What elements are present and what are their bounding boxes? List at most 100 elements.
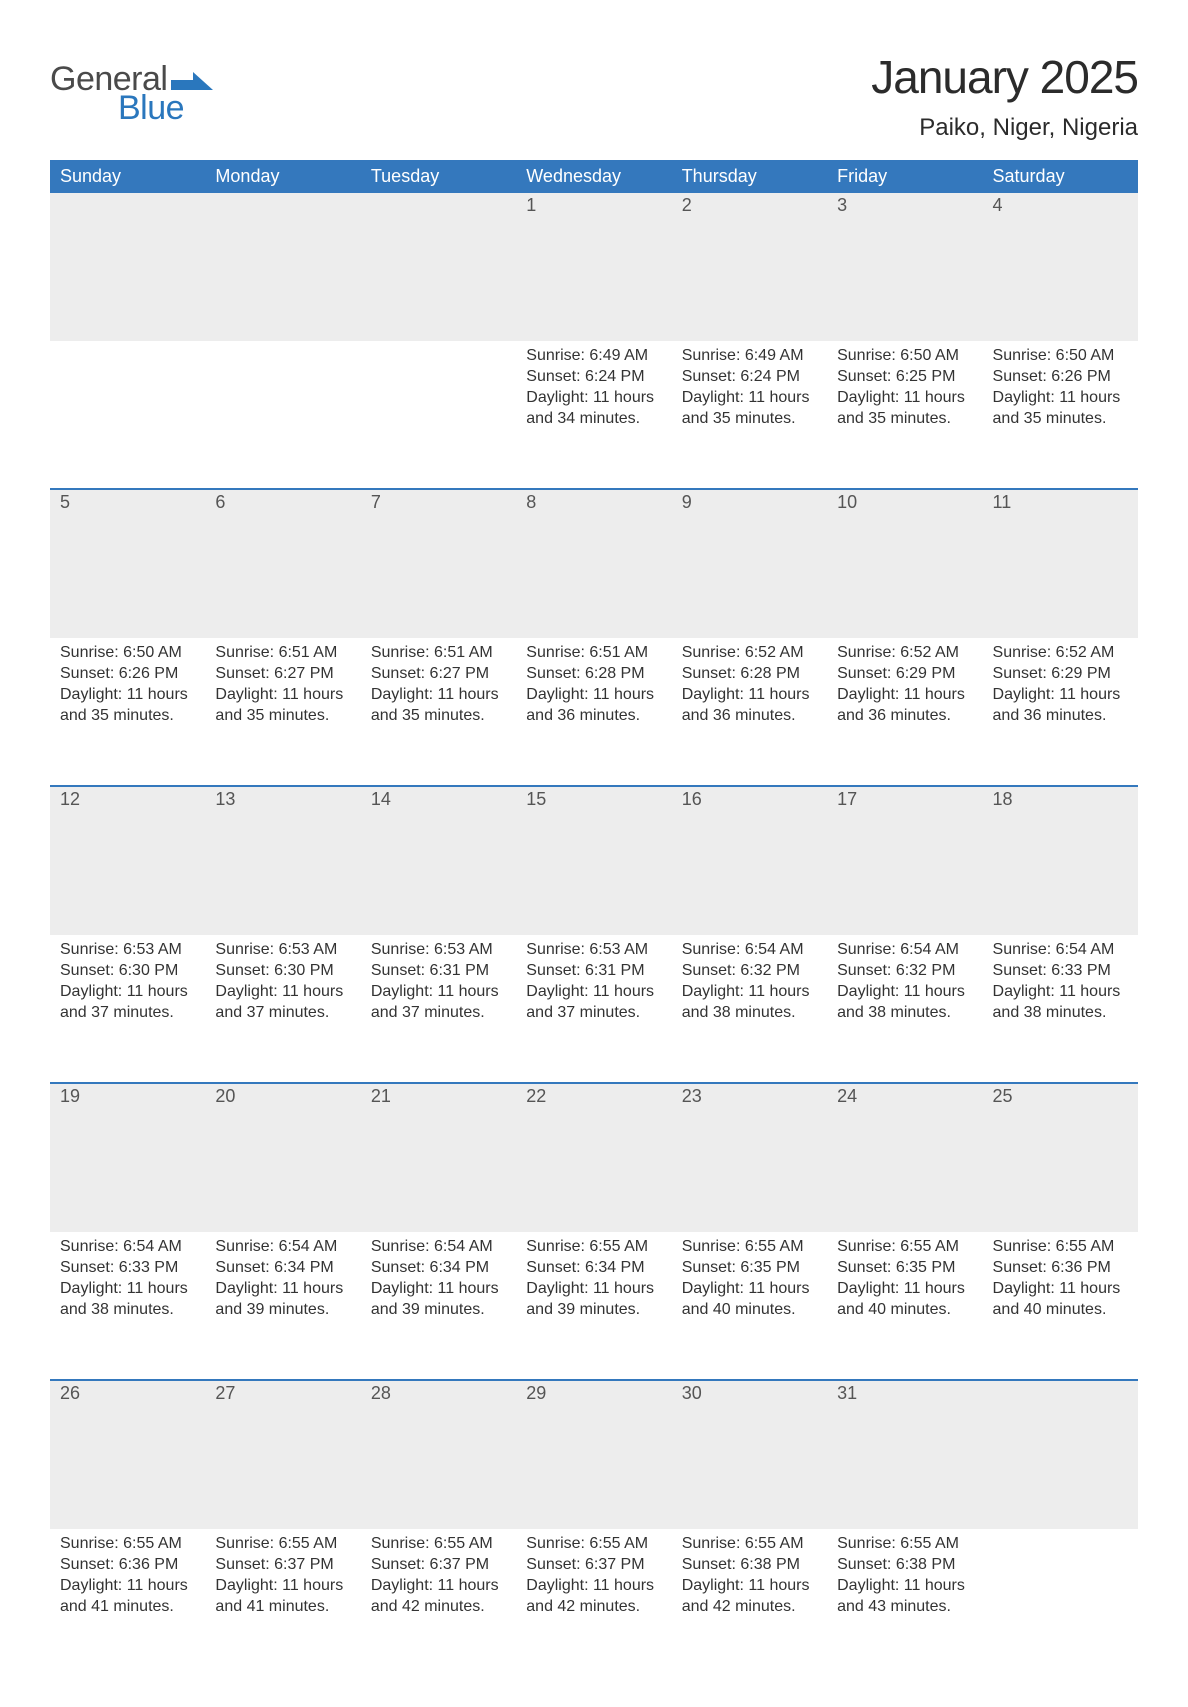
sunset-text: Sunset: 6:30 PM <box>215 960 350 981</box>
sunset-text: Sunset: 6:34 PM <box>215 1257 350 1278</box>
sunset-text: Sunset: 6:37 PM <box>371 1554 506 1575</box>
sunrise-text: Sunrise: 6:51 AM <box>526 642 661 663</box>
day-details: Sunrise: 6:53 AMSunset: 6:30 PMDaylight:… <box>205 935 360 1041</box>
day-column-header: Thursday <box>672 160 827 193</box>
day-number-cell: 25 <box>983 1084 1138 1232</box>
day-details: Sunrise: 6:55 AMSunset: 6:37 PMDaylight:… <box>516 1529 671 1635</box>
calendar-table: SundayMondayTuesdayWednesdayThursdayFrid… <box>50 160 1138 1677</box>
sunset-text: Sunset: 6:26 PM <box>60 663 195 684</box>
day-number-cell: 26 <box>50 1381 205 1529</box>
day-details: Sunrise: 6:53 AMSunset: 6:31 PMDaylight:… <box>361 935 516 1041</box>
day-cell <box>983 1529 1138 1677</box>
daylight-text: Daylight: 11 hours and 35 minutes. <box>215 684 350 726</box>
sunrise-text: Sunrise: 6:53 AM <box>371 939 506 960</box>
daylight-text: Daylight: 11 hours and 40 minutes. <box>682 1278 817 1320</box>
day-details: Sunrise: 6:51 AMSunset: 6:27 PMDaylight:… <box>205 638 360 744</box>
day-cell: Sunrise: 6:53 AMSunset: 6:30 PMDaylight:… <box>205 935 360 1083</box>
day-number-row: 262728293031 <box>50 1381 1138 1529</box>
day-number-cell <box>205 193 360 341</box>
sunset-text: Sunset: 6:31 PM <box>371 960 506 981</box>
sunset-text: Sunset: 6:29 PM <box>993 663 1128 684</box>
daylight-text: Daylight: 11 hours and 35 minutes. <box>60 684 195 726</box>
sunset-text: Sunset: 6:24 PM <box>526 366 661 387</box>
day-number: 4 <box>983 193 1138 218</box>
sunrise-text: Sunrise: 6:51 AM <box>215 642 350 663</box>
daylight-text: Daylight: 11 hours and 36 minutes. <box>837 684 972 726</box>
day-number: 12 <box>50 787 205 812</box>
day-number-cell: 21 <box>361 1084 516 1232</box>
sunset-text: Sunset: 6:31 PM <box>526 960 661 981</box>
day-column-header: Saturday <box>983 160 1138 193</box>
sunrise-text: Sunrise: 6:55 AM <box>526 1533 661 1554</box>
daylight-text: Daylight: 11 hours and 35 minutes. <box>682 387 817 429</box>
day-column-header: Tuesday <box>361 160 516 193</box>
day-details: Sunrise: 6:55 AMSunset: 6:36 PMDaylight:… <box>983 1232 1138 1338</box>
daylight-text: Daylight: 11 hours and 36 minutes. <box>682 684 817 726</box>
day-number-cell: 19 <box>50 1084 205 1232</box>
day-cell: Sunrise: 6:55 AMSunset: 6:34 PMDaylight:… <box>516 1232 671 1380</box>
day-cell: Sunrise: 6:55 AMSunset: 6:35 PMDaylight:… <box>672 1232 827 1380</box>
day-details: Sunrise: 6:55 AMSunset: 6:35 PMDaylight:… <box>672 1232 827 1338</box>
day-details: Sunrise: 6:53 AMSunset: 6:30 PMDaylight:… <box>50 935 205 1041</box>
daylight-text: Daylight: 11 hours and 37 minutes. <box>215 981 350 1023</box>
day-cell <box>205 341 360 489</box>
sunrise-text: Sunrise: 6:50 AM <box>993 345 1128 366</box>
day-cell: Sunrise: 6:55 AMSunset: 6:37 PMDaylight:… <box>361 1529 516 1677</box>
daylight-text: Daylight: 11 hours and 41 minutes. <box>60 1575 195 1617</box>
daylight-text: Daylight: 11 hours and 37 minutes. <box>371 981 506 1023</box>
day-details: Sunrise: 6:54 AMSunset: 6:34 PMDaylight:… <box>361 1232 516 1338</box>
day-details: Sunrise: 6:54 AMSunset: 6:34 PMDaylight:… <box>205 1232 360 1338</box>
day-number-cell: 5 <box>50 490 205 638</box>
sunrise-text: Sunrise: 6:53 AM <box>60 939 195 960</box>
day-number: 20 <box>205 1084 360 1109</box>
daylight-text: Daylight: 11 hours and 41 minutes. <box>215 1575 350 1617</box>
sunrise-text: Sunrise: 6:54 AM <box>682 939 817 960</box>
day-number-cell: 18 <box>983 787 1138 935</box>
sunrise-text: Sunrise: 6:54 AM <box>371 1236 506 1257</box>
day-number-cell: 17 <box>827 787 982 935</box>
week-row: Sunrise: 6:49 AMSunset: 6:24 PMDaylight:… <box>50 341 1138 489</box>
sunset-text: Sunset: 6:35 PM <box>682 1257 817 1278</box>
day-cell: Sunrise: 6:52 AMSunset: 6:29 PMDaylight:… <box>827 638 982 786</box>
day-number-cell: 1 <box>516 193 671 341</box>
day-number: 25 <box>983 1084 1138 1109</box>
day-cell: Sunrise: 6:55 AMSunset: 6:36 PMDaylight:… <box>983 1232 1138 1380</box>
sunrise-text: Sunrise: 6:55 AM <box>526 1236 661 1257</box>
day-number-cell: 24 <box>827 1084 982 1232</box>
sunset-text: Sunset: 6:34 PM <box>526 1257 661 1278</box>
brand-text-blue: Blue <box>118 89 213 128</box>
sunrise-text: Sunrise: 6:52 AM <box>682 642 817 663</box>
day-number-cell: 3 <box>827 193 982 341</box>
daylight-text: Daylight: 11 hours and 35 minutes. <box>371 684 506 726</box>
day-details: Sunrise: 6:50 AMSunset: 6:26 PMDaylight:… <box>50 638 205 744</box>
sunset-text: Sunset: 6:38 PM <box>837 1554 972 1575</box>
day-number-cell: 2 <box>672 193 827 341</box>
day-number-cell <box>361 193 516 341</box>
daylight-text: Daylight: 11 hours and 39 minutes. <box>215 1278 350 1320</box>
day-number: 9 <box>672 490 827 515</box>
day-cell: Sunrise: 6:54 AMSunset: 6:32 PMDaylight:… <box>672 935 827 1083</box>
daylight-text: Daylight: 11 hours and 42 minutes. <box>682 1575 817 1617</box>
day-number: 21 <box>361 1084 516 1109</box>
sunset-text: Sunset: 6:32 PM <box>682 960 817 981</box>
sunset-text: Sunset: 6:28 PM <box>526 663 661 684</box>
daylight-text: Daylight: 11 hours and 36 minutes. <box>993 684 1128 726</box>
daylight-text: Daylight: 11 hours and 37 minutes. <box>526 981 661 1023</box>
day-cell: Sunrise: 6:53 AMSunset: 6:30 PMDaylight:… <box>50 935 205 1083</box>
day-number-cell: 14 <box>361 787 516 935</box>
day-number-cell: 10 <box>827 490 982 638</box>
daylight-text: Daylight: 11 hours and 34 minutes. <box>526 387 661 429</box>
day-cell: Sunrise: 6:53 AMSunset: 6:31 PMDaylight:… <box>516 935 671 1083</box>
day-number: 22 <box>516 1084 671 1109</box>
brand-logo: General Blue <box>50 60 213 128</box>
day-details: Sunrise: 6:55 AMSunset: 6:38 PMDaylight:… <box>672 1529 827 1635</box>
day-number-cell: 7 <box>361 490 516 638</box>
day-cell: Sunrise: 6:55 AMSunset: 6:35 PMDaylight:… <box>827 1232 982 1380</box>
week-row: Sunrise: 6:50 AMSunset: 6:26 PMDaylight:… <box>50 638 1138 786</box>
sunrise-text: Sunrise: 6:55 AM <box>215 1533 350 1554</box>
day-number: 30 <box>672 1381 827 1406</box>
day-number-cell: 8 <box>516 490 671 638</box>
day-cell: Sunrise: 6:54 AMSunset: 6:34 PMDaylight:… <box>361 1232 516 1380</box>
day-number: 8 <box>516 490 671 515</box>
daylight-text: Daylight: 11 hours and 36 minutes. <box>526 684 661 726</box>
